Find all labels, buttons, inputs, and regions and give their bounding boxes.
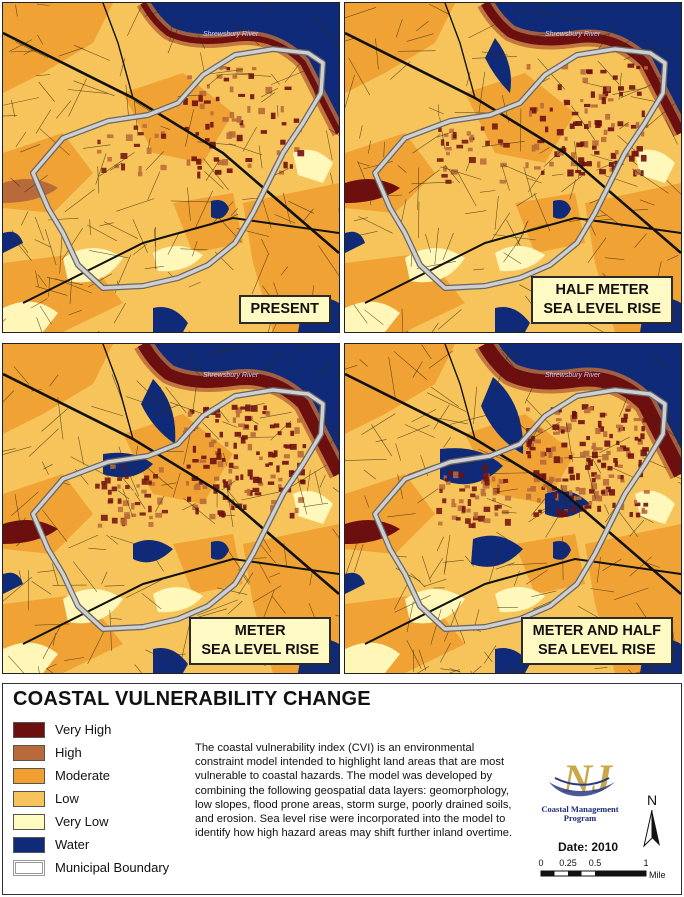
swatch-water: [13, 837, 45, 853]
swatch-moderate: [13, 768, 45, 784]
swatch-very-high: [13, 722, 45, 738]
legend-label: Moderate: [55, 768, 110, 783]
nj-coastal-management-logo: NJ Coastal Management Program: [541, 756, 618, 823]
svg-text:Program: Program: [564, 813, 596, 823]
swatch-high: [13, 745, 45, 761]
legend-title: COASTAL VULNERABILITY CHANGE: [13, 688, 371, 710]
scenario-line: METER AND HALF: [532, 623, 661, 639]
scenario-line: SEA LEVEL RISE: [201, 642, 319, 658]
scenario-line: PRESENT: [250, 301, 320, 317]
river-label: Shrewsbury River: [545, 372, 601, 379]
map-panel-present: Shrewsbury River PRESENT: [2, 2, 340, 333]
scale-bar: 0 0.25 0.5 1 Mile: [538, 858, 666, 880]
scenario-label: METER AND HALF SEA LEVEL RISE: [520, 617, 673, 665]
scale-tick-025: 0.25: [559, 858, 577, 868]
scenario-line: SEA LEVEL RISE: [538, 642, 656, 658]
scenario-line: HALF METER: [555, 282, 649, 298]
map-panel-half-meter: Shrewsbury River HALF METER SEA LEVEL RISE: [344, 2, 682, 333]
river-label: Shrewsbury River: [203, 372, 259, 379]
north-arrow-icon: N: [643, 792, 660, 848]
swatch-municipal-boundary: [13, 860, 45, 876]
legend-box: COASTAL VULNERABILITY CHANGE Very High H…: [2, 683, 682, 895]
legend-label: Water: [55, 837, 90, 852]
legend-label: Low: [55, 791, 79, 806]
scale-tick-0: 0: [538, 858, 543, 868]
legend-label: Very Low: [55, 814, 109, 829]
legend-label: Municipal Boundary: [55, 860, 170, 875]
scale-tick-05: 0.5: [589, 858, 602, 868]
scenario-label: METER SEA LEVEL RISE: [189, 617, 331, 665]
map-svg: [3, 3, 339, 332]
scale-unit: Mile: [649, 870, 666, 880]
river-label: Shrewsbury River: [203, 31, 259, 38]
svg-text:Coastal Management: Coastal Management: [541, 804, 618, 814]
scenario-label: HALF METER SEA LEVEL RISE: [531, 276, 673, 324]
swatch-very-low: [13, 814, 45, 830]
legend-label: Very High: [55, 722, 112, 737]
scenario-line: SEA LEVEL RISE: [543, 301, 661, 317]
swatch-low: [13, 791, 45, 807]
scale-tick-1: 1: [643, 858, 648, 868]
description-text: The coastal vulnerability index (CVI) is…: [195, 742, 513, 840]
scenario-label: PRESENT: [238, 295, 331, 324]
river-label: Shrewsbury River: [545, 31, 601, 38]
north-label: N: [647, 792, 657, 808]
legend-label: High: [55, 745, 82, 760]
date-label: Date: 2010: [558, 840, 619, 854]
map-panel-meter-and-half: Shrewsbury River METER AND HALF SEA LEVEL …: [344, 343, 682, 674]
map-panel-meter: Shrewsbury River METER SEA LEVEL RISE: [2, 343, 340, 674]
scenario-line: METER: [234, 623, 286, 639]
